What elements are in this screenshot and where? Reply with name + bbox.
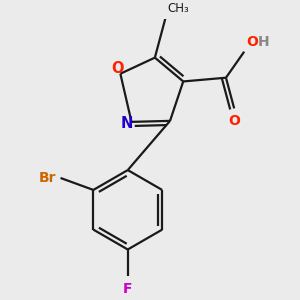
Text: O: O — [228, 114, 240, 128]
Text: O: O — [111, 61, 123, 76]
Text: O: O — [246, 35, 258, 49]
Text: F: F — [123, 282, 133, 296]
Text: CH₃: CH₃ — [167, 2, 189, 15]
Text: N: N — [121, 116, 133, 131]
Text: Br: Br — [38, 171, 56, 185]
Text: H: H — [257, 35, 269, 49]
